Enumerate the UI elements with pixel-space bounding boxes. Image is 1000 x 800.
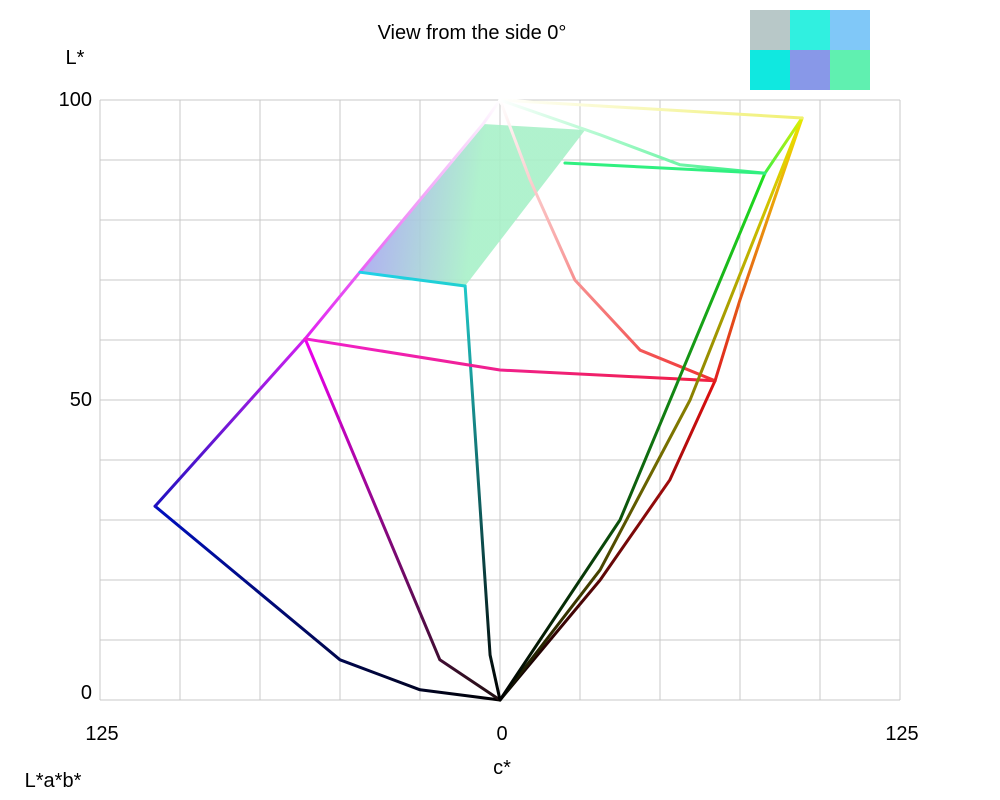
grid <box>99 99 901 701</box>
gamut-edge <box>303 337 502 702</box>
x-axis-label: c* <box>493 757 511 779</box>
gamut-edge <box>498 98 717 383</box>
swatch <box>750 50 790 90</box>
swatch <box>790 10 830 50</box>
swatch <box>830 10 870 50</box>
swatch <box>750 10 790 50</box>
gamut-edge <box>498 171 767 702</box>
gamut-edge <box>153 504 502 702</box>
y-tick-label: 0 <box>81 682 92 704</box>
gamut-edge <box>358 270 467 288</box>
x-tick-label: 125 <box>885 723 918 745</box>
gamut-edge <box>498 98 767 175</box>
thumbnail <box>750 10 870 90</box>
gamut-edge <box>303 98 502 341</box>
y-axis-label: L* <box>66 47 85 69</box>
x-tick-label: 125 <box>85 723 118 745</box>
x-tick-label: 0 <box>496 723 507 745</box>
gamut-edge <box>498 98 804 120</box>
gamut-edge <box>153 337 307 508</box>
gamut-edge <box>463 284 502 702</box>
gamut-edge <box>763 116 804 175</box>
gamut-edge <box>498 116 804 702</box>
y-tick-label: 50 <box>70 389 92 411</box>
y-tick-label: 100 <box>59 89 92 111</box>
gamut-edge <box>498 379 717 702</box>
gamut-edge <box>303 337 717 383</box>
swatch <box>830 50 870 90</box>
gamut-edge <box>713 116 804 383</box>
chart-title: View from the side 0° <box>378 22 567 44</box>
swatch <box>790 50 830 90</box>
gamut-face <box>359 124 586 286</box>
gamut-edge <box>563 161 767 175</box>
color-space-label: L*a*b* <box>25 770 82 792</box>
